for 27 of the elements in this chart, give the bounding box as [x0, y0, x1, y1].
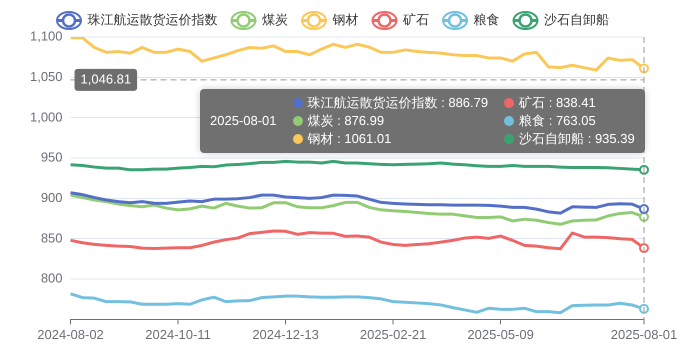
annotation: 粮食 : 763.05 — [518, 112, 597, 130]
legend-label: 粮食 — [474, 12, 500, 28]
y-tick-label: 950 — [40, 150, 63, 165]
y-tick-label: 900 — [40, 190, 63, 205]
annotation: 沙石自卸船 : 935.39 — [518, 130, 635, 148]
y-tick-label: 1,000 — [30, 109, 63, 124]
legend-label: 钢材 — [332, 12, 358, 28]
x-tick-label: 2024-12-13 — [252, 326, 319, 342]
legend-label: 珠江航运散货运价指数 — [88, 12, 218, 28]
annotation: 矿石 : 838.41 — [518, 94, 597, 112]
legend-label: 煤炭 — [262, 12, 288, 28]
y-tick-label: 1,100 — [30, 28, 63, 44]
annotation: 钢材 : 1061.01 — [306, 130, 392, 148]
legend-label: 矿石 — [402, 12, 429, 28]
x-tick-label: 2024-08-02 — [37, 326, 104, 342]
y-tick-label: 800 — [40, 270, 63, 286]
y-tick-label: 1,050 — [30, 68, 63, 84]
x-tick-label: 2025-08-01 — [610, 326, 678, 342]
y-tick-label: 850 — [40, 230, 63, 246]
x-tick-label: 2025-05-09 — [467, 326, 534, 342]
annotation: 2025-08-01 — [210, 112, 276, 130]
x-tick-label: 2024-10-11 — [145, 326, 211, 342]
x-tick-label: 2025-02-21 — [360, 326, 426, 342]
legend-label: 沙石自卸船 — [544, 12, 609, 28]
ref-line-label: 1,046.81 — [80, 71, 132, 86]
annotation: 煤炭 : 876.99 — [306, 112, 386, 130]
annotation: 珠江航运散货运价指数 : 886.79 — [306, 94, 488, 112]
